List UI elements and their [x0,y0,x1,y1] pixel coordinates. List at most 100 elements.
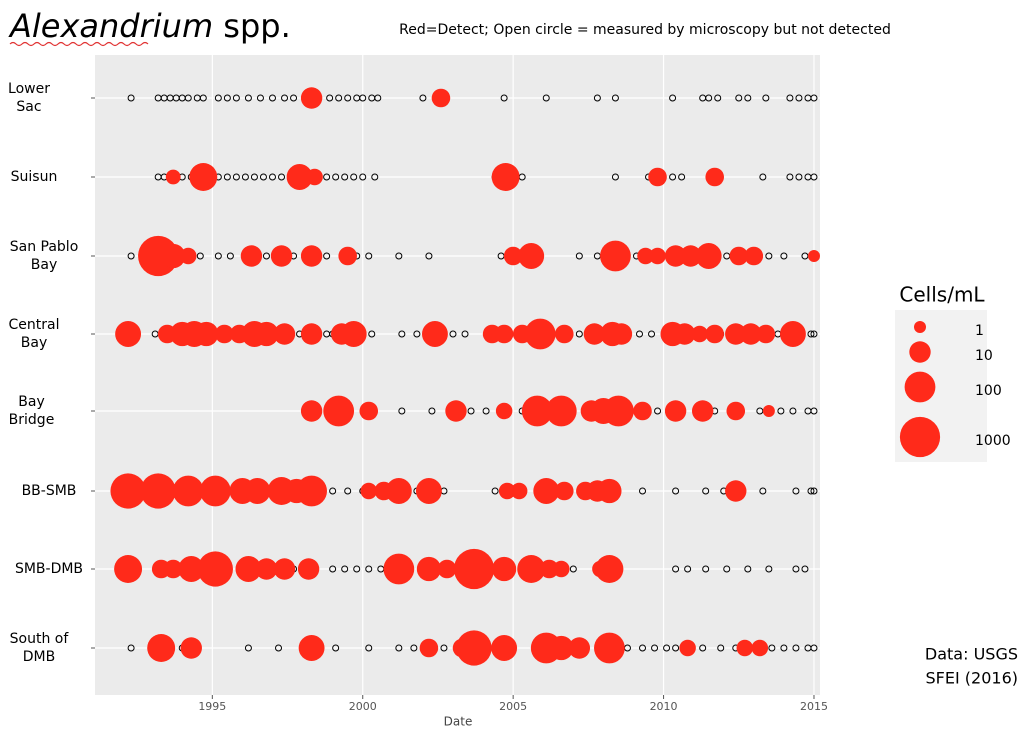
not-detected-point [410,644,418,652]
detect-bubble [637,247,654,265]
station-label: Lower Sac [8,81,50,115]
not-detected-point [654,407,662,415]
detect-bubble [583,323,606,345]
not-detected-point [639,487,647,495]
detect-bubble [147,634,176,662]
detect-bubble [383,553,415,585]
not-detected-point [127,252,135,260]
detect-bubble [729,246,749,266]
station-label: South of DMB [9,631,69,665]
detect-bubble [633,401,652,421]
not-detected-point [275,644,283,652]
detect-bubble [736,639,754,657]
detect-bubble [779,321,806,347]
not-detected-point [792,644,800,652]
x-axis-label: Date [444,715,473,729]
not-detected-point [419,94,427,102]
not-detected-point [241,173,249,181]
not-detected-point [353,565,361,573]
not-detected-point [281,94,289,102]
detect-bubble [649,247,666,265]
detect-bubble [679,639,696,657]
not-detected-point [482,407,490,415]
detect-bubble [673,323,696,345]
x-tick-label: 1995 [198,700,226,713]
legend-label: 100 [975,383,1002,399]
station-label: Suisun [10,169,58,185]
detect-bubble [340,321,367,347]
not-detected-point [350,173,358,181]
detect-bubble [456,630,492,666]
detect-bubble [533,478,560,504]
legend-label: 10 [975,348,993,364]
detect-bubble [298,635,325,661]
detect-bubble [140,473,176,509]
detect-bubble [691,325,708,343]
not-detected-point [329,565,337,573]
not-detected-point [428,407,436,415]
detect-bubble [751,639,769,657]
not-detected-point [777,407,785,415]
detect-bubble [503,246,523,266]
chart-title: Alexandrium spp. [8,7,291,45]
not-detected-point [810,407,818,415]
detect-bubble [740,323,762,345]
detect-bubble [648,167,667,187]
not-detected-point [398,330,406,338]
detect-bubble [431,88,451,108]
x-tick-label: 2000 [349,700,377,713]
detect-bubble [161,243,186,269]
not-detected-point [672,644,680,652]
not-detected-point [268,173,276,181]
detect-bubble [300,323,323,345]
not-detected-point [789,407,797,415]
detect-bubble [705,167,724,187]
not-detected-point [669,173,677,181]
not-detected-point [425,252,433,260]
detect-bubble [180,247,197,265]
not-detected-point [759,487,767,495]
station-label: Bay Bridge [8,394,55,428]
x-tick-label: 2015 [800,700,828,713]
not-detected-point [780,252,788,260]
not-detected-point [232,94,240,102]
station-label: BB-SMB [21,483,77,499]
legend-bubble [899,416,941,458]
not-detected-point [344,94,352,102]
not-detected-point [639,644,647,652]
x-tick-label: 2010 [650,700,678,713]
plot-area [95,55,820,695]
detect-bubble [597,478,622,504]
detect-bubble [178,556,205,582]
detect-bubble [518,243,545,269]
not-detected-point [810,330,818,338]
detect-bubble [194,321,219,347]
not-detected-point [699,644,707,652]
detect-bubble [286,164,313,190]
detect-bubble [385,478,412,504]
not-detected-point [371,173,379,181]
not-detected-point [744,94,752,102]
not-detected-point [344,487,352,495]
detect-bubble [744,246,764,266]
detect-bubble [594,632,625,664]
not-detected-point [226,252,234,260]
detect-bubble [165,169,181,185]
not-detected-point [127,94,135,102]
detect-bubble [568,637,591,659]
detect-bubble [163,559,183,579]
detect-bubble [725,480,747,502]
detect-bubble [240,245,263,267]
not-detected-point [810,173,818,181]
not-detected-point [575,252,583,260]
not-detected-point [780,644,788,652]
not-detected-point [786,94,794,102]
not-detected-point [810,94,818,102]
not-detected-point [323,252,331,260]
legend-bubble [904,371,936,403]
not-detected-point [365,565,373,573]
not-detected-point [756,407,764,415]
detect-bubble [695,243,722,269]
not-detected-point [611,173,619,181]
not-detected-point [244,94,252,102]
